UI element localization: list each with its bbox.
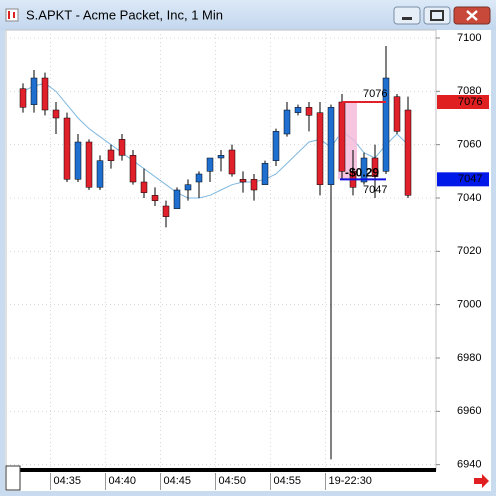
- change-label: -$0.29: [345, 166, 379, 180]
- price-box: [437, 172, 489, 187]
- candle-body: [393, 96, 401, 132]
- candle-body: [41, 77, 49, 111]
- candle-body: [217, 155, 225, 159]
- candle-body: [305, 107, 313, 116]
- candle-body: [173, 189, 181, 209]
- candle-body: [184, 184, 192, 191]
- candle-body: [19, 88, 27, 108]
- price-box: [437, 95, 489, 109]
- candle-body: [96, 160, 104, 188]
- x-tick-label: 04:40: [109, 475, 137, 487]
- candle-body: [107, 149, 115, 161]
- price-box-label: 7047: [458, 173, 482, 185]
- plot-area: [5, 29, 437, 471]
- candle-body: [261, 163, 269, 185]
- x-tick-label: 04:35: [54, 475, 82, 487]
- candle-body: [272, 131, 280, 161]
- candle-body: [371, 157, 379, 177]
- y-tick-label: 7080: [457, 85, 481, 97]
- candle-body: [316, 112, 324, 185]
- candle-body: [228, 149, 236, 175]
- scroll-thumb[interactable]: [5, 465, 21, 491]
- candle-body: [360, 157, 368, 183]
- x-tick-label: 19-22:30: [329, 475, 372, 487]
- y-tick-label: 6960: [457, 405, 481, 417]
- y-tick-label: 7100: [457, 32, 481, 44]
- app-icon: [5, 8, 19, 22]
- candle-body: [239, 179, 247, 183]
- candle-body: [294, 107, 302, 113]
- price-line-label: 7047: [363, 184, 387, 196]
- candle-body: [52, 109, 60, 119]
- candle-body: [74, 141, 82, 180]
- candle-body: [129, 155, 137, 183]
- x-tick-label: 04:55: [274, 475, 302, 487]
- minimize-button[interactable]: [393, 6, 421, 25]
- candle-body: [338, 101, 346, 172]
- close-button[interactable]: [453, 6, 491, 25]
- candle-body: [195, 173, 203, 183]
- y-tick-label: 7000: [457, 299, 481, 311]
- window-title: S.APKT - Acme Packet, Inc, 1 Min: [26, 7, 223, 22]
- candle-body: [283, 109, 291, 135]
- scroll-right-arrow[interactable]: [474, 474, 489, 488]
- y-tick-label: 6940: [457, 459, 481, 471]
- candle-body: [30, 77, 38, 105]
- candle-body: [151, 195, 159, 201]
- scroll-track[interactable]: [6, 468, 436, 472]
- y-tick-label: 7040: [457, 192, 481, 204]
- x-tick-label: 04:45: [164, 475, 192, 487]
- maximize-button[interactable]: [423, 6, 451, 25]
- candle-body: [162, 205, 170, 217]
- candle-body: [118, 139, 126, 156]
- candle-body: [382, 77, 390, 172]
- y-tick-label: 7020: [457, 245, 481, 257]
- x-tick-label: 04:50: [219, 475, 247, 487]
- candle-body: [85, 141, 93, 188]
- candle-body: [327, 107, 335, 185]
- candle-body: [250, 179, 258, 191]
- y-tick-label: 6980: [457, 352, 481, 364]
- candle-body: [140, 181, 148, 193]
- y-tick-label: 7060: [457, 139, 481, 151]
- price-line-label: 7076: [363, 88, 387, 100]
- price-box-label: 7076: [458, 96, 482, 108]
- candle-body: [404, 109, 412, 196]
- candle-body: [63, 117, 71, 180]
- candle-body: [206, 157, 214, 172]
